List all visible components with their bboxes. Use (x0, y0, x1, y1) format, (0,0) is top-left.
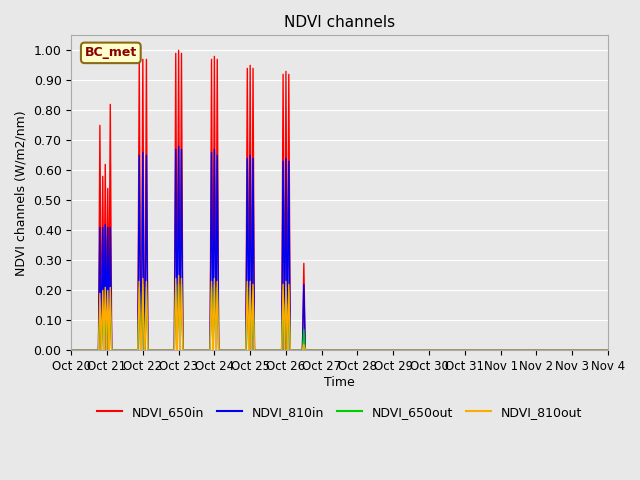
Legend: NDVI_650in, NDVI_810in, NDVI_650out, NDVI_810out: NDVI_650in, NDVI_810in, NDVI_650out, NDV… (92, 401, 587, 424)
Line: NDVI_810out: NDVI_810out (71, 276, 608, 350)
NDVI_650in (278, 348, 285, 353)
Text: BC_met: BC_met (84, 47, 137, 60)
NDVI_650out (139, 281, 147, 287)
NDVI_650out (138, 348, 145, 353)
NDVI_810in (175, 144, 182, 149)
NDVI_810in (604, 348, 612, 353)
NDVI_650out (245, 348, 253, 353)
NDVI_810in (287, 348, 294, 353)
NDVI_810in (284, 348, 291, 353)
NDVI_810out (245, 348, 253, 353)
NDVI_810in (67, 348, 75, 353)
NDVI_650out (604, 348, 612, 353)
NDVI_810in (245, 348, 253, 353)
NDVI_810out (248, 348, 255, 353)
NDVI_650in (67, 348, 75, 353)
NDVI_650in (138, 348, 145, 353)
NDVI_650out (284, 348, 291, 353)
NDVI_810out (604, 348, 612, 353)
NDVI_810in (138, 348, 145, 353)
Line: NDVI_650out: NDVI_650out (71, 284, 608, 350)
NDVI_650out (287, 348, 294, 353)
Y-axis label: NDVI channels (W/m2/nm): NDVI channels (W/m2/nm) (15, 110, 28, 276)
NDVI_650in (245, 348, 253, 353)
NDVI_650in (287, 348, 294, 353)
NDVI_650in (284, 348, 291, 353)
Line: NDVI_810in: NDVI_810in (71, 146, 608, 350)
Title: NDVI channels: NDVI channels (284, 15, 395, 30)
NDVI_650in (248, 348, 255, 353)
NDVI_650in (604, 348, 612, 353)
NDVI_650out (248, 348, 255, 353)
Line: NDVI_650in: NDVI_650in (71, 50, 608, 350)
NDVI_810out (138, 348, 145, 353)
NDVI_810out (278, 348, 285, 353)
NDVI_650out (278, 348, 285, 353)
NDVI_810out (284, 348, 291, 353)
NDVI_810in (278, 348, 285, 353)
NDVI_810out (287, 348, 294, 353)
NDVI_810in (248, 348, 255, 353)
NDVI_650out (67, 348, 75, 353)
NDVI_650in (175, 48, 182, 53)
NDVI_810out (175, 273, 182, 278)
X-axis label: Time: Time (324, 376, 355, 389)
NDVI_810out (67, 348, 75, 353)
